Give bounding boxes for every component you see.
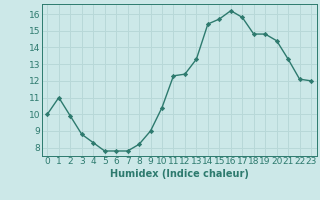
- X-axis label: Humidex (Indice chaleur): Humidex (Indice chaleur): [110, 169, 249, 179]
